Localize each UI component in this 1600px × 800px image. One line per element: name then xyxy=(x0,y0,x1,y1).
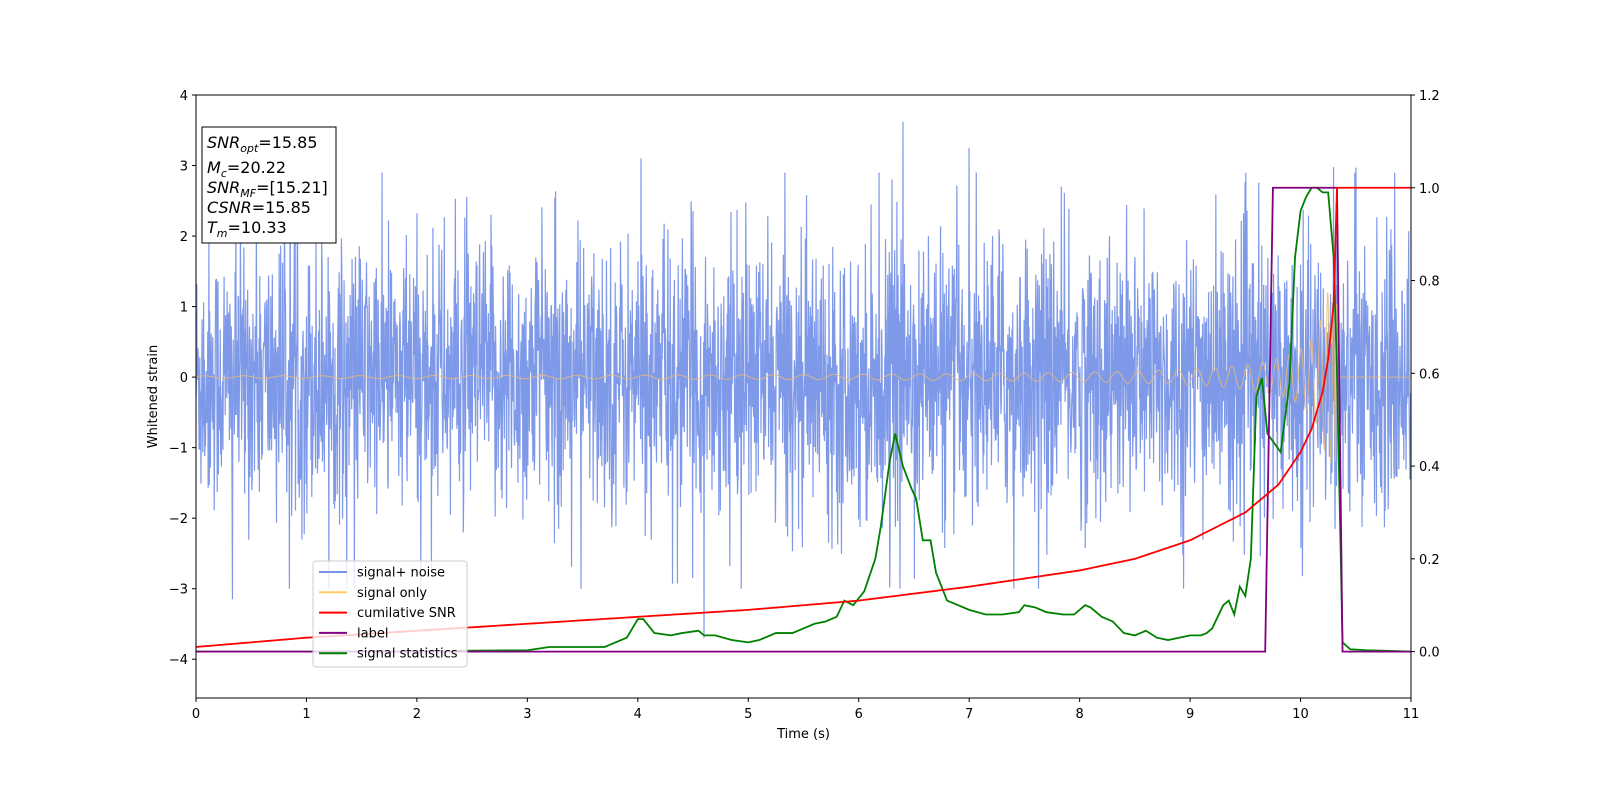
legend-label: label xyxy=(357,626,388,641)
x-tick-label: 9 xyxy=(1186,707,1194,722)
series-cumulative-snr xyxy=(196,186,1411,648)
series-signal-only xyxy=(196,292,1411,464)
x-tick-label: 0 xyxy=(192,707,200,722)
info-line: CSNR=15.85 xyxy=(207,198,311,217)
x-tick-label: 4 xyxy=(634,707,642,722)
y-ticks-right: 1.2 1.0 0.8 0.6 0.4 0.2 0.0 xyxy=(1411,89,1440,661)
series-signal-noise xyxy=(196,121,1411,639)
x-tick-label: 5 xyxy=(744,707,752,722)
y-tick-label-right: 1.2 xyxy=(1419,89,1440,104)
legend-label: cumilative SNR xyxy=(357,606,456,621)
x-ticks: 0 1 2 3 4 5 6 7 8 9 10 11 xyxy=(192,698,1419,722)
y-tick-label-left: 1 xyxy=(180,301,188,316)
y-tick-label-left: −4 xyxy=(169,653,188,668)
series-signal-statistics xyxy=(196,186,1411,653)
x-tick-label: 2 xyxy=(413,707,421,722)
y-ticks-left: 4 3 2 1 0 −1 −2 −3 −4 xyxy=(169,89,196,668)
y-tick-label-left: 2 xyxy=(180,230,188,245)
info-line: Tm=10.33 xyxy=(207,218,287,240)
x-tick-label: 3 xyxy=(523,707,531,722)
y-axis-label: Whitened strain xyxy=(146,345,161,448)
x-axis-label: Time (s) xyxy=(776,727,830,742)
y-tick-label-left: 4 xyxy=(180,89,188,104)
legend-label: signal only xyxy=(357,586,427,601)
y-tick-label-right: 0.2 xyxy=(1419,553,1440,568)
x-tick-label: 7 xyxy=(965,707,973,722)
y-tick-label-left: −3 xyxy=(169,583,188,598)
x-tick-label: 10 xyxy=(1292,707,1309,722)
y-tick-label-right: 0.6 xyxy=(1419,367,1440,382)
legend-frame xyxy=(312,560,468,668)
y-tick-label-right: 0.4 xyxy=(1419,460,1440,475)
info-line: Mc=20.22 xyxy=(207,158,286,180)
series-label xyxy=(196,186,1411,653)
plot-area xyxy=(196,121,1411,653)
y-tick-label-right: 0.8 xyxy=(1419,275,1440,290)
y-tick-label-left: −1 xyxy=(169,442,188,457)
x-tick-label: 8 xyxy=(1075,707,1083,722)
y-tick-label-right: 1.0 xyxy=(1419,182,1440,197)
x-tick-label: 1 xyxy=(302,707,310,722)
x-tick-label: 6 xyxy=(855,707,863,722)
plot-frame xyxy=(195,94,1412,699)
y-tick-label-right: 0.0 xyxy=(1419,646,1440,661)
y-tick-label-left: 0 xyxy=(180,371,188,386)
info-box: SNRopt=15.85 Mc=20.22SNRMF=[15.21]CSNR=15… xyxy=(201,126,337,244)
legend: signal+ noise signal only cumilative SNR la… xyxy=(312,560,468,668)
x-tick-label: 11 xyxy=(1403,707,1420,722)
y-tick-label-left: 3 xyxy=(180,160,188,175)
y-tick-label-left: −2 xyxy=(169,512,188,527)
legend-label: signal+ noise xyxy=(357,566,445,581)
info-box-frame xyxy=(201,126,337,244)
info-line: SNRopt=15.85 xyxy=(207,133,318,155)
info-line: SNRMF=[15.21] xyxy=(207,178,328,200)
legend-label: signal statistics xyxy=(357,647,458,662)
